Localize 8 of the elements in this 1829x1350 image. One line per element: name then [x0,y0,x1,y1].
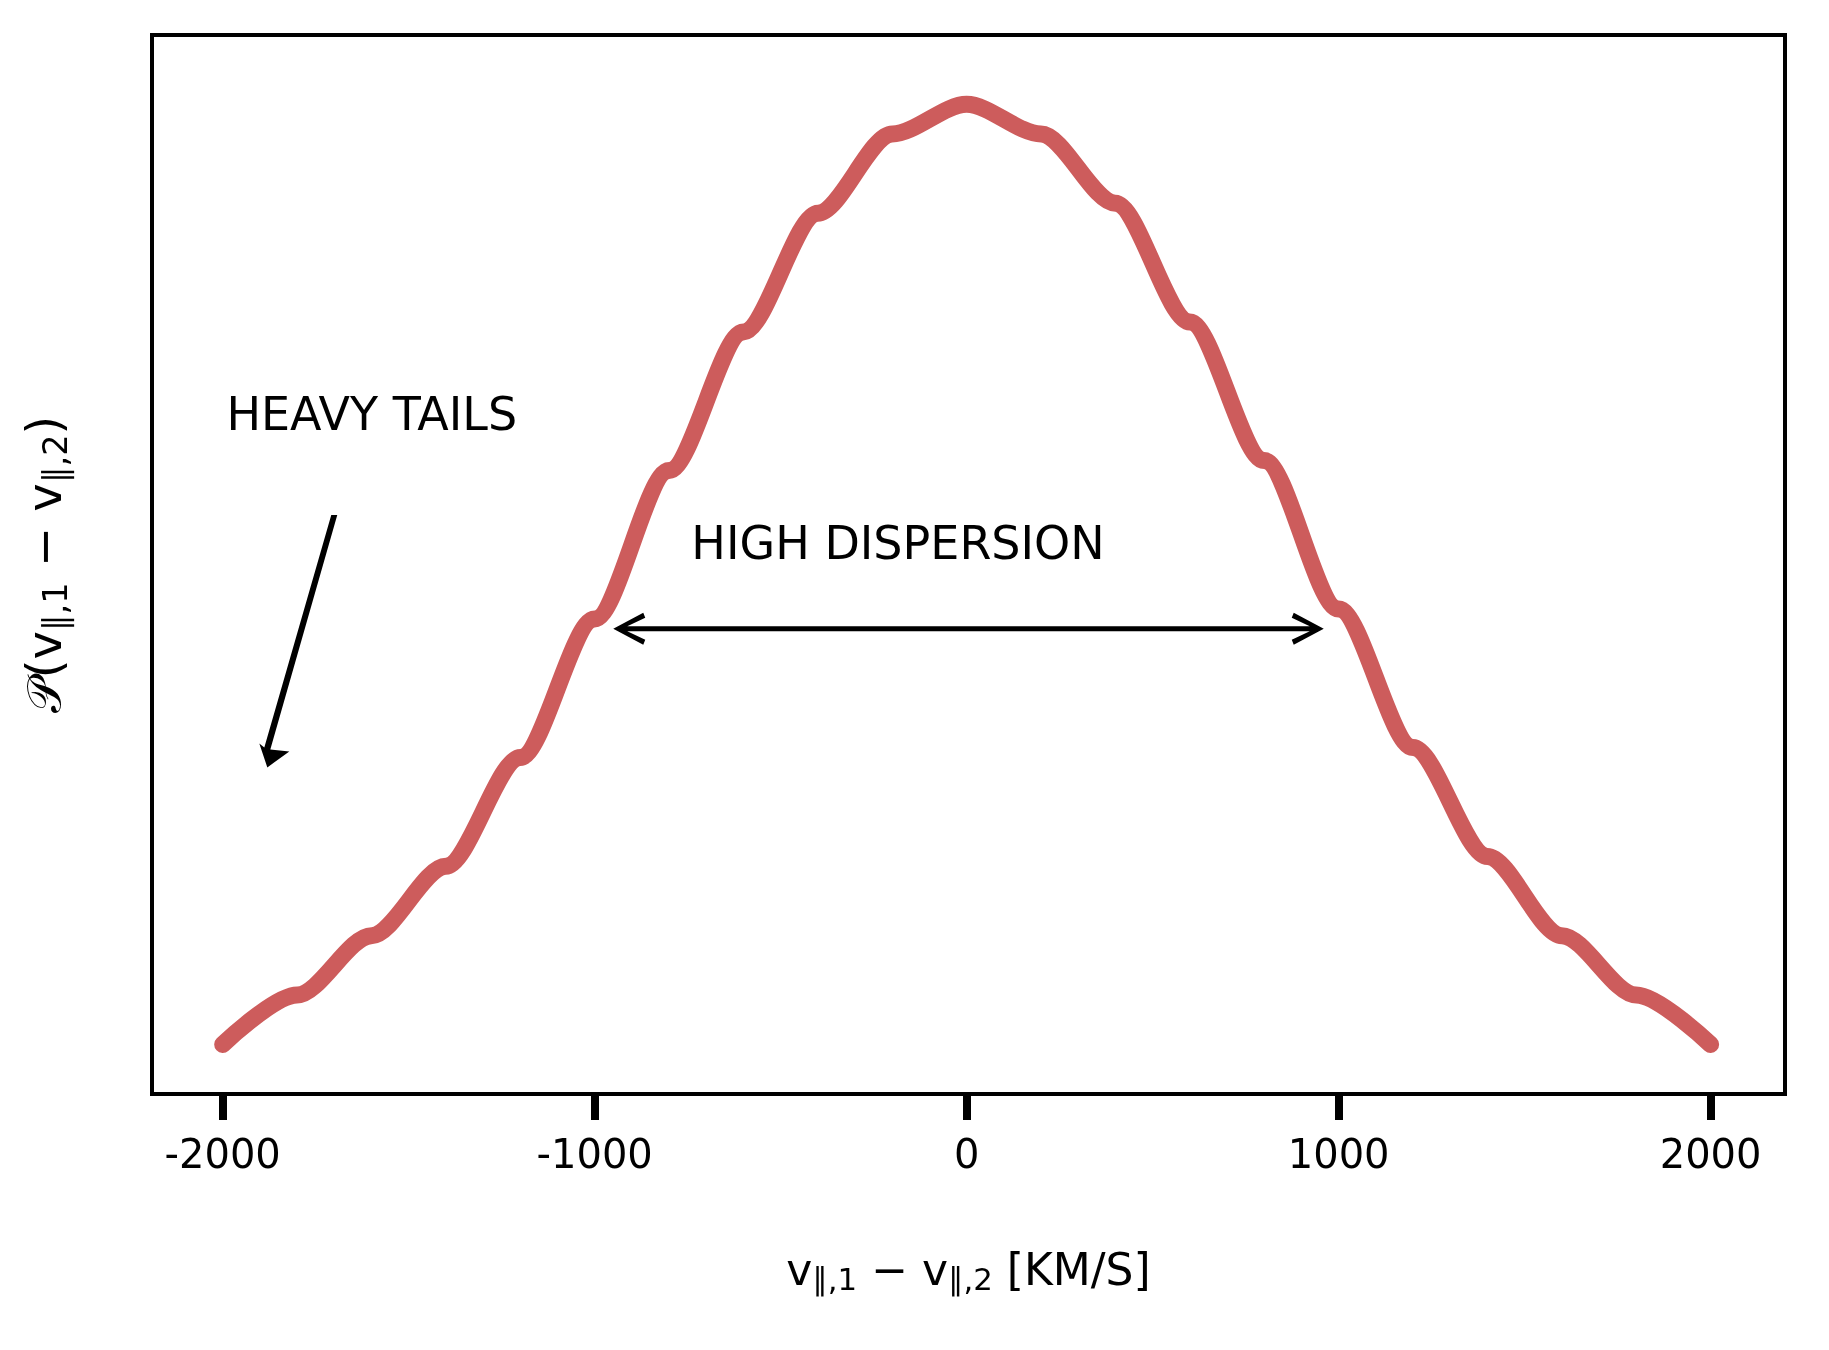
annotation: HEAVY TAILS [226,386,518,441]
x-tick-label: 2000 [1659,1131,1762,1177]
x-tick-label: -2000 [164,1131,281,1177]
y-axis-title: 𝒫(v∥,1 − v∥,2) [16,415,75,714]
x-tick-label: 0 [953,1131,980,1177]
x-tick-label: -1000 [536,1131,653,1177]
x-tick-label: 1000 [1287,1131,1390,1177]
annotation: HIGH DISPERSION [691,515,1105,570]
